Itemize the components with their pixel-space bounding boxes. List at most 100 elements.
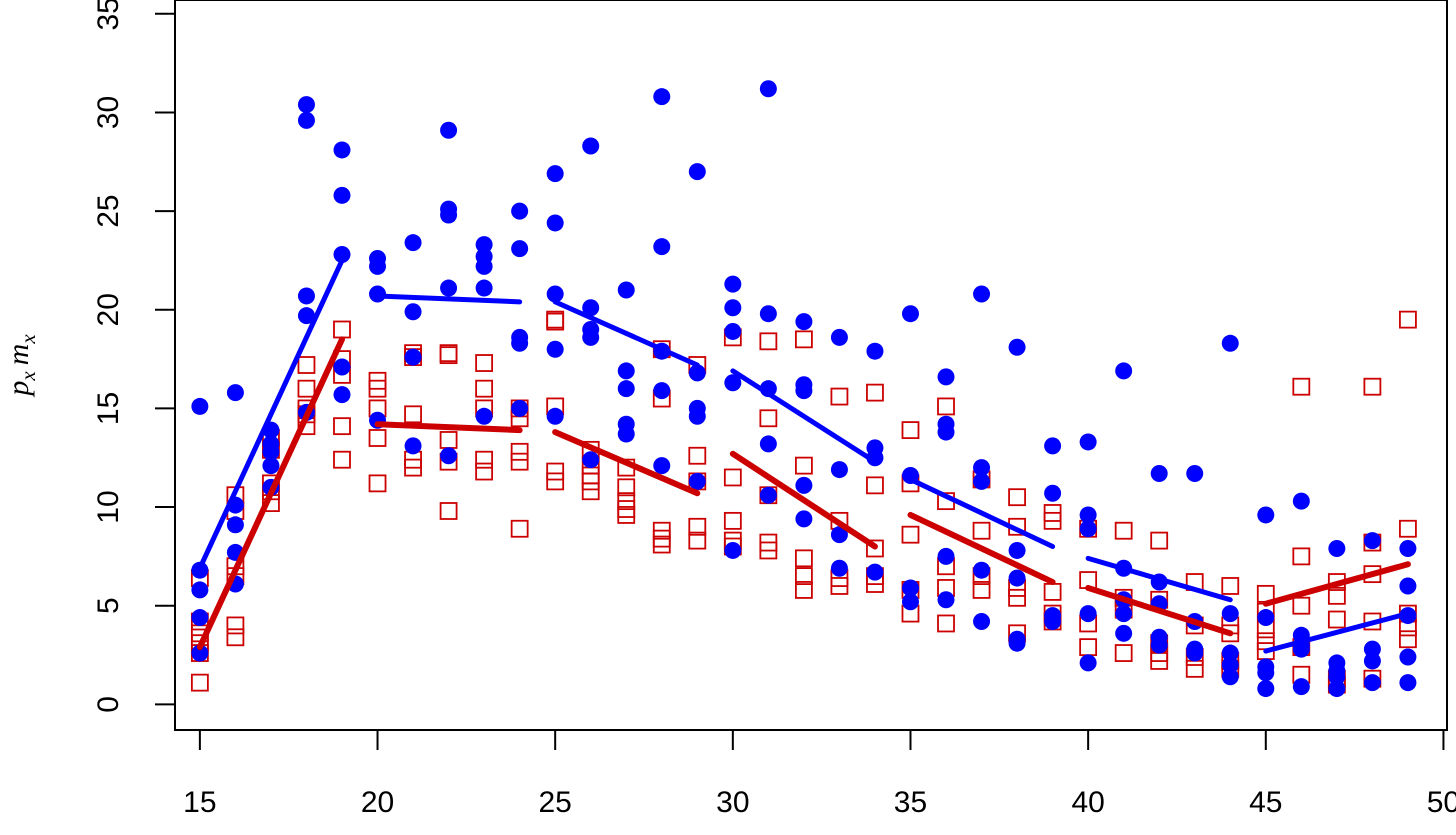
blue-circle-point <box>546 407 564 425</box>
blue-circle-point <box>191 397 209 415</box>
blue-circle-point <box>866 563 884 581</box>
red-trend-line <box>552 429 701 497</box>
blue-circle-point <box>1221 334 1239 352</box>
blue-circle-point <box>795 382 813 400</box>
blue-circle-point <box>1399 674 1417 692</box>
blue-circle-point <box>901 305 919 323</box>
blue-circle-point <box>617 281 635 299</box>
red-square-point <box>1008 488 1026 507</box>
red-square-point <box>1292 377 1311 396</box>
red-square-point <box>297 379 316 398</box>
red-square-point <box>546 472 565 491</box>
red-square-point <box>581 472 600 491</box>
blue-circle-point <box>369 257 387 275</box>
red-square-point <box>368 474 387 493</box>
plot-frame <box>174 0 1448 731</box>
red-square-point <box>1079 638 1098 657</box>
red-square-point <box>759 541 778 560</box>
blue-circle-point <box>546 340 564 358</box>
blue-circle-point <box>262 457 280 475</box>
blue-trend-line <box>1085 555 1233 603</box>
blue-circle-point <box>1221 668 1239 686</box>
blue-circle-point <box>262 443 280 461</box>
red-square-point <box>617 478 636 497</box>
red-square-point <box>688 517 707 536</box>
red-square-point <box>226 616 245 635</box>
blue-circle-point <box>724 299 742 317</box>
blue-circle-point <box>226 516 244 534</box>
blue-circle-point <box>191 644 209 662</box>
axes-layer: 15 20 25 30 35 40 45 50 0 5 10 15 20 25 30 35 <box>92 0 1456 819</box>
red-square-point <box>475 450 494 469</box>
blue-circle-point <box>333 386 351 404</box>
red-square-point <box>475 354 494 372</box>
red-square-point <box>546 312 565 331</box>
blue-circle-point <box>475 407 493 425</box>
blue-circle-point <box>1044 484 1062 502</box>
red-square-point <box>830 577 849 595</box>
red-square-point <box>937 614 955 633</box>
red-square-point <box>439 346 458 365</box>
red-square-point <box>1256 632 1275 651</box>
red-square-point <box>581 466 600 485</box>
blue-circle-point <box>440 121 458 139</box>
red-square-point <box>190 673 209 692</box>
blue-circle-point <box>475 257 493 275</box>
blue-circle-point <box>1008 338 1026 356</box>
blue-circle-point <box>759 80 777 98</box>
blue-circle-point <box>1221 656 1239 674</box>
red-square-point <box>688 446 707 465</box>
red-square-point <box>1363 377 1382 396</box>
blue-circle-point <box>688 364 706 382</box>
red-square-point <box>439 502 458 520</box>
ylabel-p: p <box>2 381 35 398</box>
blue-circle-point <box>1150 465 1168 483</box>
red-square-point <box>368 429 387 447</box>
x-tick-label: 35 <box>894 786 927 819</box>
y-tick-label: 20 <box>92 293 125 326</box>
x-tick-label: 25 <box>538 786 571 819</box>
red-square-point <box>546 462 565 481</box>
blue-circle-point <box>688 163 706 181</box>
red-square-point <box>1327 586 1346 605</box>
blue-circle-point <box>1150 636 1168 654</box>
x-tick-label: 20 <box>361 786 394 819</box>
blue-circle-point <box>617 425 635 443</box>
red-trend-line <box>729 450 878 550</box>
blue-circle-point <box>1221 605 1239 623</box>
red-square-point <box>723 511 742 530</box>
blue-circle-point <box>937 547 955 565</box>
blue-circle-point <box>830 461 848 479</box>
blue-trend-line <box>907 476 1056 550</box>
blue-circle-point <box>297 307 315 325</box>
blue-circle-point <box>973 612 991 630</box>
red-square-point <box>830 387 849 406</box>
blue-circle-point <box>1328 680 1346 698</box>
data-layer <box>190 80 1417 698</box>
blue-circle-point <box>1328 668 1346 686</box>
blue-circle-point <box>404 348 422 366</box>
blue-circle-point <box>333 246 351 264</box>
red-square-point <box>794 456 813 475</box>
blue-circle-point <box>830 328 848 346</box>
blue-circle-point <box>546 214 564 232</box>
red-square-point <box>972 581 991 599</box>
y-tick-label: 25 <box>92 194 125 227</box>
blue-circle-point <box>973 561 991 579</box>
y-tick-label: 15 <box>92 392 125 425</box>
blue-circle-point <box>795 476 813 494</box>
ylabel-p-sub: x <box>16 371 40 382</box>
blue-circle-point <box>653 457 671 475</box>
blue-circle-point <box>973 285 991 303</box>
blue-circle-point <box>1008 569 1026 587</box>
blue-circle-point <box>937 368 955 386</box>
red-square-point <box>1221 577 1240 595</box>
blue-circle-point <box>404 303 422 321</box>
blue-circle-point <box>511 334 529 352</box>
blue-circle-point <box>830 526 848 544</box>
red-square-point <box>1399 630 1417 649</box>
red-square-point <box>652 535 671 554</box>
blue-circle-point <box>297 96 315 114</box>
blue-circle-point <box>937 423 955 441</box>
blue-circle-point <box>830 559 848 577</box>
